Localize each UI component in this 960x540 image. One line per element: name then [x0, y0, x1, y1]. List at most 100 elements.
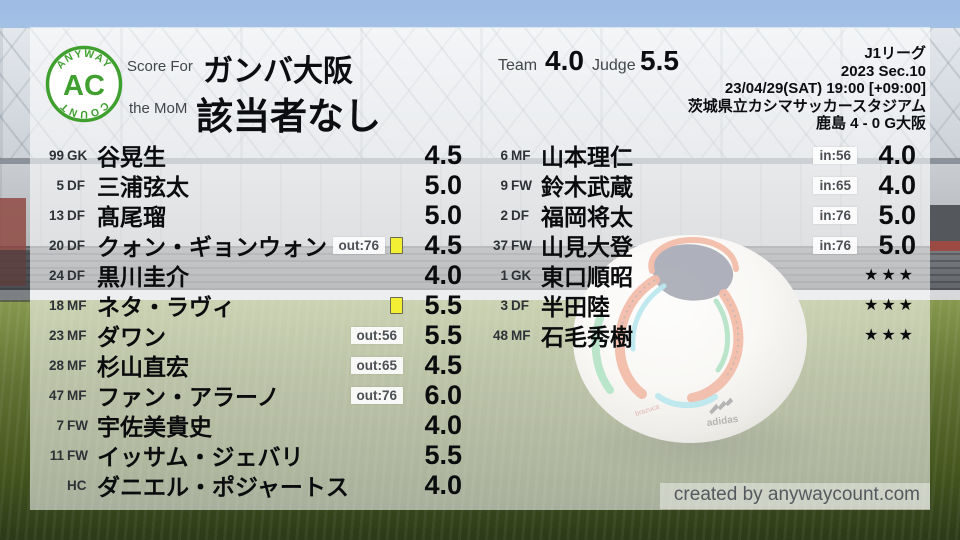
substitution-badge: in:56 [813, 146, 857, 164]
stand-detail-right [930, 205, 960, 241]
player-position: MF [67, 327, 87, 343]
player-row: 24 DF 黒川圭介 4.0 [40, 260, 462, 291]
player-number: 2 [500, 207, 508, 223]
substitution-badge: in:76 [813, 206, 857, 224]
season-section: 2023 Sec.10 [840, 62, 926, 80]
mom-label: the MoM [129, 100, 188, 117]
player-rating: ★★★ [863, 327, 916, 344]
judge-score-value: 5.5 [640, 45, 679, 76]
player-name: 杉山直宏 [97, 354, 189, 380]
player-number: 48 [492, 327, 508, 343]
mom-value: 該当者なし [196, 96, 381, 137]
player-position: MF [511, 147, 531, 163]
player-name: 東口順昭 [541, 264, 633, 290]
player-number: 47 [48, 387, 64, 403]
player-row-tail: 4.0 [408, 410, 462, 441]
player-rating: 5.0 [878, 229, 916, 260]
player-rating: 5.0 [878, 199, 916, 230]
match-datetime: 23/04/29(SAT) 19:00 [+09:00] [724, 80, 926, 98]
player-row: 47 MF ファン・アラーノ out:76 6.0 [40, 379, 462, 411]
player-position: DF [511, 207, 529, 223]
player-position: DF [67, 237, 85, 253]
player-position: MF [67, 387, 87, 403]
player-name: 三浦弦太 [97, 174, 189, 200]
player-rating: 4.0 [424, 409, 462, 440]
player-name: ファン・アラーノ [97, 384, 280, 410]
player-position: DF [511, 297, 529, 313]
substitution-badge: out:76 [332, 236, 385, 254]
player-row: 2 DF 福岡将太 in:76 5.0 [484, 199, 916, 231]
player-number: 20 [48, 237, 64, 253]
player-row: 18 MF ネタ・ラヴィ 5.5 [40, 290, 462, 321]
player-number: 24 [48, 267, 64, 283]
player-row: 9 FW 鈴木武蔵 in:65 4.0 [484, 170, 916, 201]
player-rating: 5.5 [424, 289, 462, 320]
player-rating: 4.5 [424, 349, 462, 380]
white-overlay [30, 27, 930, 510]
player-rating: 4.0 [878, 139, 916, 170]
credit-text: created by anywaycount.com [659, 483, 930, 509]
substitution-badge: out:65 [350, 356, 403, 374]
player-row: 5 DF 三浦弦太 5.0 [40, 170, 462, 201]
player-position: FW [511, 237, 532, 253]
substitution-badge: in:76 [813, 236, 857, 254]
player-row: 1 GK 東口順昭 ★★★ [484, 260, 916, 290]
player-row-tail: 4.0 [408, 470, 462, 501]
player-row: 7 FW 宇佐美貴史 4.0 [40, 410, 462, 441]
player-position: MF [67, 297, 87, 313]
player-rating: 4.5 [424, 229, 462, 260]
substitution-badge: out:56 [350, 326, 403, 344]
player-row: 13 DF 髙尾瑠 5.0 [40, 200, 462, 231]
player-position: HC [67, 477, 87, 493]
player-position: GK [511, 267, 532, 283]
player-name: 谷晃生 [97, 144, 166, 170]
player-rating: ★★★ [863, 297, 916, 314]
player-row: 3 DF 半田陸 ★★★ [484, 290, 916, 320]
match-result: 鹿島 4 - 0 G大阪 [815, 115, 926, 133]
player-rating: 5.5 [424, 319, 462, 350]
player-number: 1 [500, 267, 508, 283]
league-name: J1リーグ [864, 45, 926, 62]
player-rating: 6.0 [424, 379, 462, 410]
player-number: 7 [56, 417, 64, 433]
player-number: 23 [48, 327, 64, 343]
team-name: ガンバ大阪 [203, 55, 353, 88]
player-number: 18 [48, 297, 64, 313]
stand-shadow-left [0, 250, 30, 302]
player-name: ダニエル・ポジャートス [97, 474, 349, 500]
player-number: 5 [56, 177, 64, 193]
player-list-subs: 6 MF 山本理仁 in:56 4.0 9 FW 鈴木武蔵 in:65 4.0 … [484, 140, 916, 351]
player-rating: ★★★ [863, 267, 916, 284]
player-position: FW [67, 417, 88, 433]
player-name: 石毛秀樹 [541, 324, 633, 350]
player-row-tail: in:65 4.0 [813, 170, 916, 201]
player-row-tail: 5.5 [390, 290, 462, 321]
player-row-tail: 4.5 [408, 140, 462, 171]
player-rating: 4.5 [424, 139, 462, 170]
player-number: 3 [500, 297, 508, 313]
player-row-tail: ★★★ [862, 325, 916, 345]
player-position: DF [67, 207, 85, 223]
player-row-tail: 5.0 [408, 200, 462, 231]
score-for-label: Score For [127, 58, 193, 75]
player-row-tail: 4.0 [408, 260, 462, 291]
player-row-tail: in:56 4.0 [813, 140, 916, 171]
player-row: HC ダニエル・ポジャートス 4.0 [40, 470, 462, 501]
player-row: 23 MF ダワン out:56 5.5 [40, 319, 462, 351]
player-position: FW [67, 447, 88, 463]
player-name: 鈴木武蔵 [541, 174, 633, 200]
player-number: 99 [48, 147, 64, 163]
judge-score-label: Judge [592, 57, 636, 74]
player-row-tail: 5.0 [408, 170, 462, 201]
player-rating: 4.0 [424, 259, 462, 290]
match-info-block: J1リーグ 2023 Sec.10 23/04/29(SAT) 19:00 [+… [688, 45, 926, 133]
player-row-tail: 5.5 [408, 440, 462, 471]
player-position: MF [67, 357, 87, 373]
player-rating: 4.0 [878, 169, 916, 200]
yellow-card-icon [390, 236, 403, 254]
player-row: 48 MF 石毛秀樹 ★★★ [484, 320, 916, 350]
player-position: DF [67, 177, 85, 193]
player-name: 半田陸 [541, 294, 610, 320]
player-name: クォン・ギョンウォン [97, 234, 327, 260]
